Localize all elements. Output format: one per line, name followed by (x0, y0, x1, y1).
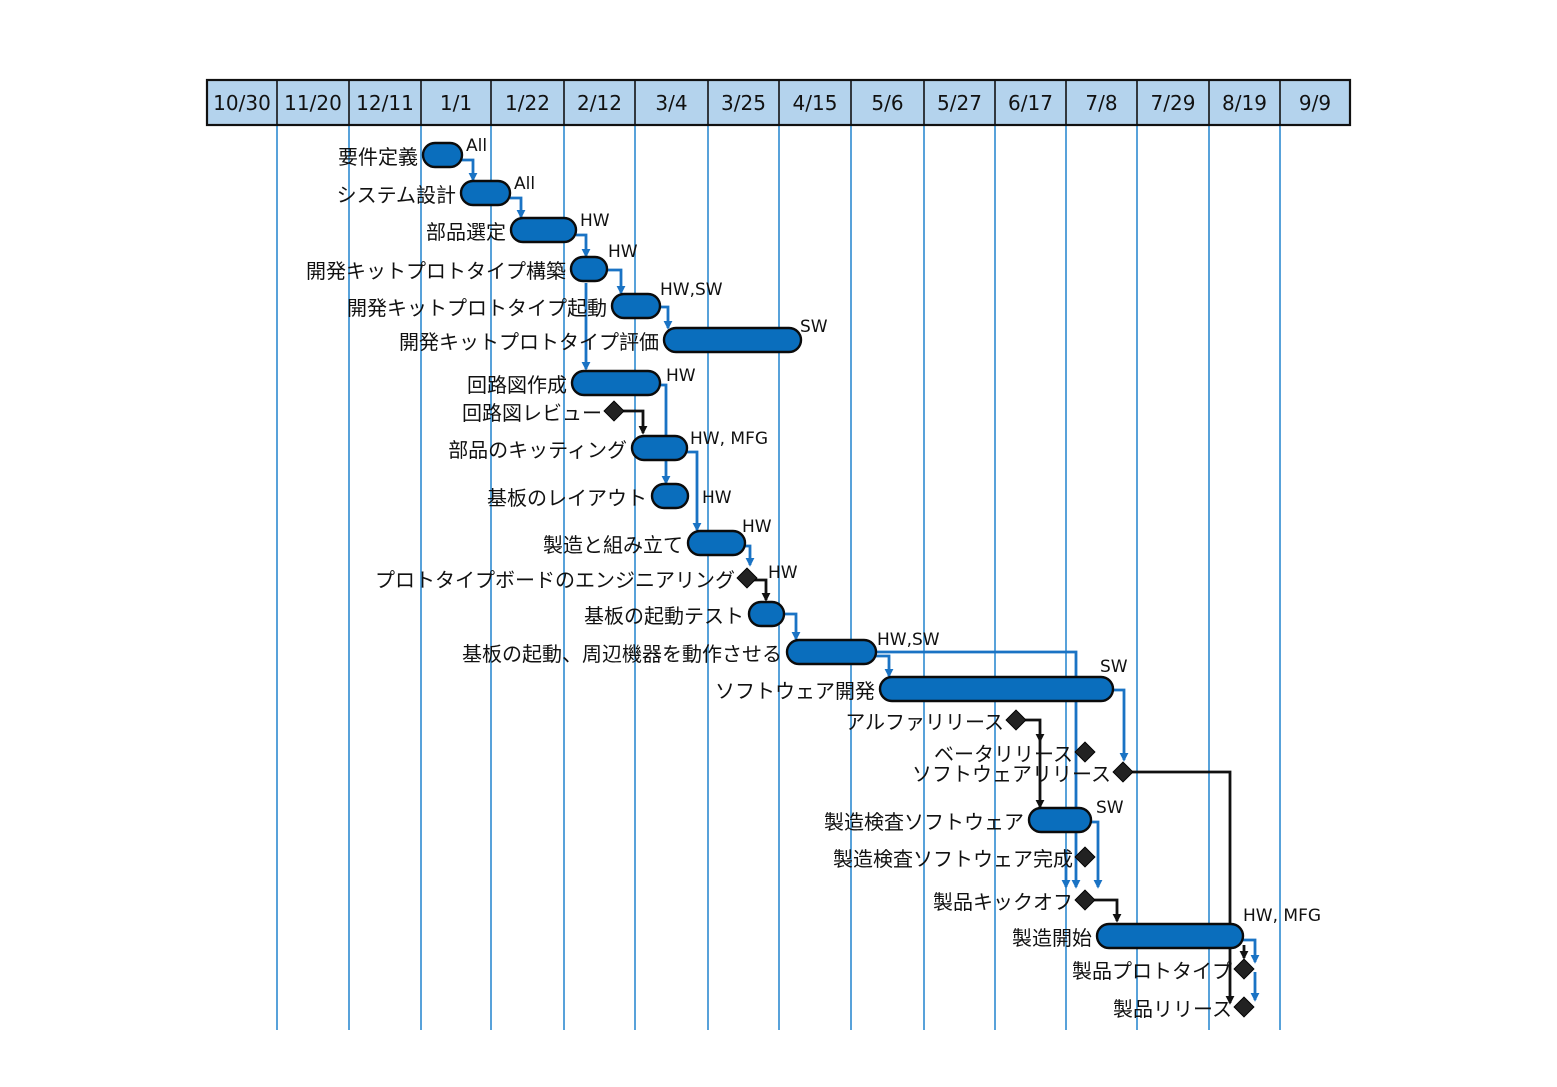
date-column-label: 11/20 (284, 91, 342, 115)
date-column-label: 4/15 (793, 91, 838, 115)
dependency-arrow (1243, 938, 1260, 964)
task-role-label: SW (1096, 798, 1124, 818)
task-bar (459, 179, 512, 207)
task-role-label: HW,SW (877, 630, 940, 650)
task-bar (662, 326, 803, 354)
task-label: 部品選定 (426, 220, 506, 244)
date-column-label: 10/30 (213, 91, 271, 115)
task-role-label: HW (666, 366, 696, 386)
task-bar (570, 369, 662, 397)
task-label: プロトタイプボードのエンジニアリング (375, 568, 735, 592)
task-bar (610, 292, 662, 320)
task-role-label: HW (742, 517, 772, 537)
task-label: 製品リリース (1113, 997, 1232, 1021)
date-column-label: 6/17 (1008, 91, 1053, 115)
dependency-arrow (510, 196, 526, 219)
task-role-label: SW (800, 317, 828, 337)
task-bar (686, 529, 747, 557)
task-role-label: HW, MFG (1243, 906, 1321, 926)
task-role-label: SW (1100, 657, 1128, 677)
task-bar (785, 638, 878, 666)
milestone-dependency-arrow (621, 409, 648, 435)
task-label: システム設計 (337, 183, 456, 207)
milestone-dependency-arrow (1092, 898, 1122, 923)
task-label: 製造開始 (1012, 926, 1092, 950)
task-role-label: HW,SW (660, 280, 723, 300)
task-label: 基板の起動テスト (584, 604, 744, 628)
milestone-diamond (736, 567, 758, 589)
task-label: 回路図作成 (467, 373, 567, 397)
date-column-label: 2/12 (577, 91, 622, 115)
date-column-label: 1/22 (505, 91, 550, 115)
date-column-label: 5/27 (937, 91, 982, 115)
milestone-diamond (1074, 889, 1096, 911)
date-column-label: 8/19 (1222, 91, 1267, 115)
task-role-label: All (514, 174, 535, 194)
task-role-label: HW (580, 211, 610, 231)
task-label: ベータリリース (934, 742, 1073, 766)
dependency-arrow (461, 158, 478, 182)
task-marks (421, 141, 1255, 1018)
task-role-label: HW (768, 563, 798, 583)
task-role-label: HW, MFG (690, 429, 768, 449)
task-role-label: HW (608, 242, 638, 262)
task-label: 製品プロトタイプ (1072, 959, 1232, 983)
task-role-label: HW (702, 488, 732, 508)
task-label: 開発キットプロトタイプ評価 (399, 330, 659, 354)
milestone-diamond (1233, 996, 1255, 1018)
dependency-arrow (607, 268, 626, 295)
task-bar (650, 482, 690, 510)
milestone-diamond (1112, 761, 1134, 783)
task-label: 製造検査ソフトウェア完成 (833, 847, 1073, 871)
dependency-arrow (876, 654, 894, 678)
task-bar (421, 141, 464, 169)
task-label: 開発キットプロトタイプ構築 (306, 259, 566, 283)
task-label: 部品のキッティング (448, 438, 627, 462)
date-column-label: 9/9 (1299, 91, 1331, 115)
date-column-label: 12/11 (356, 91, 414, 115)
task-label: アルファリリース (845, 710, 1004, 734)
milestone-diamond (603, 400, 625, 422)
dependency-arrow (1091, 820, 1103, 889)
task-bar (509, 216, 578, 244)
task-role-label: All (466, 136, 487, 156)
task-label: ソフトウェアリリース (912, 762, 1111, 786)
task-label: 製造検査ソフトウェア (824, 810, 1024, 834)
task-bar (1095, 922, 1245, 950)
date-column-label: 3/4 (655, 91, 687, 115)
date-column-label: 7/8 (1085, 91, 1117, 115)
task-bar (1027, 806, 1093, 834)
dependency-arrow (1113, 688, 1129, 762)
timeline-gridlines (276, 125, 1281, 1030)
task-label: 基板の起動、周辺機器を動作させる (462, 642, 782, 666)
task-bar (878, 675, 1115, 703)
date-column-label: 5/6 (871, 91, 903, 115)
timeline-header: 10/30 11/20 12/11 1/1 1/22 2/12 3/4 3/25 4/15 5/6… (205, 78, 1352, 127)
dependency-arrow (648, 383, 671, 485)
milestone-diamond (1074, 741, 1096, 763)
dependency-arrow (576, 233, 591, 258)
task-label: 製造と組み立て (543, 533, 683, 557)
date-column-label: 3/25 (721, 91, 766, 115)
milestone-diamond (1233, 958, 1255, 980)
task-label: 製品キックオフ (933, 890, 1073, 914)
task-bar (630, 434, 689, 462)
milestone-diamond (1074, 846, 1096, 868)
task-bar (747, 600, 786, 628)
task-label: 回路図レビュー (462, 401, 602, 425)
date-column-label: 1/1 (440, 91, 472, 115)
milestone-diamond (1005, 709, 1027, 731)
task-label: 開発キットプロトタイプ起動 (347, 296, 607, 320)
task-labels: 要件定義 All システム設計 All 部品選定 HW 開発キットプロトタイプ構築 HW 開発キ… (306, 136, 1321, 1021)
date-column-label: 7/29 (1151, 91, 1196, 115)
task-bar (569, 255, 609, 283)
milestone-dependency-arrow (1023, 718, 1045, 743)
dependency-arrow (780, 612, 801, 641)
task-label: 基板のレイアウト (487, 486, 647, 510)
dependency-arrow (745, 544, 755, 567)
task-label: ソフトウェア開発 (715, 679, 875, 703)
task-label: 要件定義 (338, 145, 418, 169)
